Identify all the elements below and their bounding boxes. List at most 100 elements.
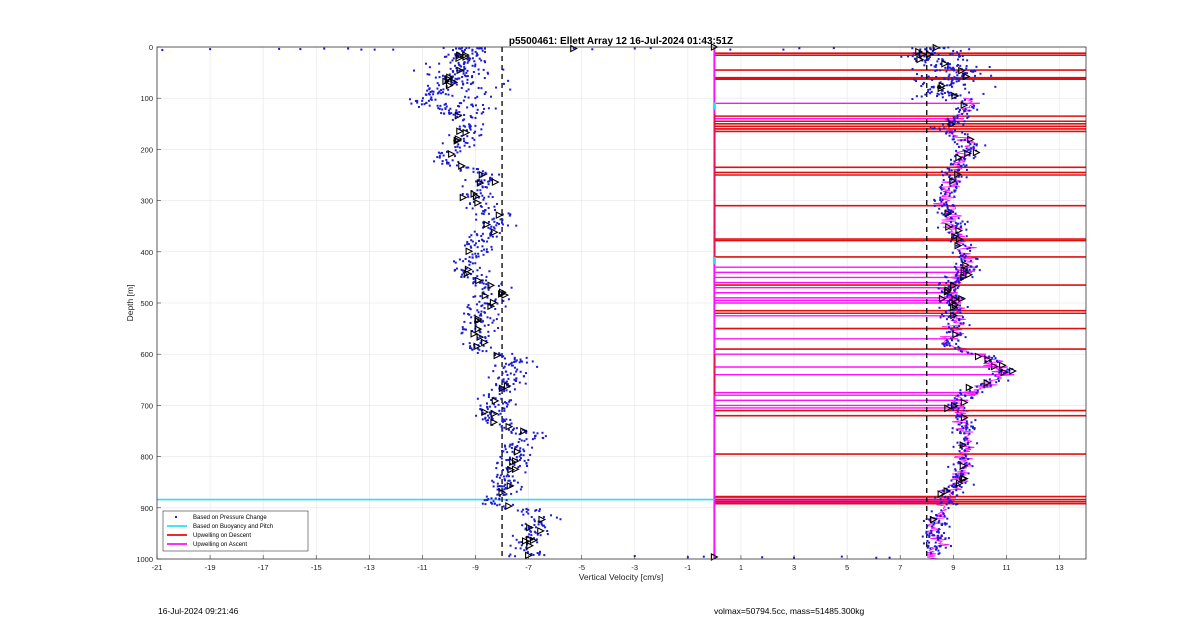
- ascent-point: [947, 330, 950, 333]
- ascent-marker: [916, 55, 925, 64]
- descent-point: [520, 439, 523, 442]
- ascent-point: [956, 64, 959, 67]
- ascent-point: [947, 122, 950, 125]
- x-tick-label: -13: [364, 563, 375, 572]
- descent-marker: [495, 211, 504, 220]
- descent-point: [486, 240, 489, 243]
- descent-marker: [446, 73, 454, 82]
- ascent-point: [950, 68, 953, 71]
- ascent-point: [955, 273, 958, 276]
- descent-point: [475, 218, 478, 221]
- ascent-point: [966, 437, 969, 440]
- descent-point: [474, 284, 477, 287]
- ascent-marker: [983, 379, 992, 387]
- ascent-marker: [951, 301, 960, 309]
- descent-point: [458, 69, 461, 72]
- descent-marker: [458, 162, 466, 170]
- descent-point: [471, 116, 474, 119]
- ascent-point: [942, 343, 945, 346]
- surface-outlier-point: [572, 47, 575, 50]
- descent-point: [505, 459, 508, 462]
- descent-point: [469, 115, 472, 118]
- ascent-point: [975, 385, 978, 388]
- ascent-point: [936, 95, 939, 98]
- descent-point: [484, 209, 487, 212]
- descent-point: [482, 210, 485, 213]
- ascent-point: [937, 58, 940, 61]
- y-tick-label: 300: [140, 197, 153, 206]
- descent-point: [434, 76, 437, 79]
- descent-point: [438, 76, 441, 79]
- descent-point: [527, 525, 530, 528]
- descent-marker: [490, 418, 499, 427]
- ascent-point: [954, 221, 957, 224]
- descent-point: [509, 213, 512, 216]
- descent-point: [443, 103, 446, 106]
- ascent-point: [940, 188, 943, 191]
- descent-point: [478, 314, 481, 317]
- descent-point: [468, 342, 471, 345]
- ascent-point: [915, 59, 918, 62]
- ascent-point: [952, 408, 955, 411]
- descent-point: [508, 479, 511, 482]
- descent-point: [463, 118, 466, 121]
- descent-point: [469, 308, 472, 311]
- descent-point: [479, 47, 482, 50]
- descent-point: [504, 448, 507, 451]
- descent-point: [469, 245, 472, 248]
- descent-point: [463, 328, 466, 331]
- descent-point: [468, 126, 471, 129]
- descent-point: [504, 487, 507, 490]
- ascent-point: [952, 135, 955, 138]
- y-tick-label: 200: [140, 145, 153, 154]
- descent-point: [538, 553, 541, 556]
- descent-point: [491, 218, 494, 221]
- descent-point: [480, 128, 483, 131]
- descent-point: [536, 432, 539, 435]
- descent-point: [451, 75, 454, 78]
- descent-point: [505, 493, 508, 496]
- descent-point: [474, 124, 477, 127]
- descent-point: [521, 524, 524, 527]
- descent-point: [462, 260, 465, 263]
- descent-point: [470, 347, 473, 350]
- ascent-point: [945, 318, 948, 321]
- ascent-point: [930, 532, 933, 535]
- ascent-point: [964, 481, 967, 484]
- descent-point: [456, 145, 459, 148]
- descent-point: [479, 182, 482, 185]
- ascent-point: [960, 165, 963, 168]
- descent-point: [464, 257, 467, 260]
- ascent-point: [942, 127, 945, 130]
- descent-point: [541, 436, 544, 439]
- ascent-marker: [950, 303, 958, 312]
- ascent-point: [956, 183, 959, 186]
- ascent-point: [953, 397, 956, 400]
- ascent-point: [946, 67, 949, 70]
- descent-point: [481, 49, 484, 52]
- descent-point: [469, 321, 472, 324]
- ascent-point: [940, 92, 943, 95]
- descent-point: [473, 131, 476, 134]
- descent-point: [511, 475, 514, 478]
- ascent-marker: [944, 286, 953, 295]
- descent-point: [430, 98, 433, 101]
- ascent-point: [957, 460, 960, 463]
- descent-point: [555, 516, 558, 519]
- descent-point: [485, 350, 488, 353]
- ascent-point: [945, 311, 948, 314]
- ascent-point: [956, 143, 959, 146]
- descent-point: [510, 422, 513, 425]
- ascent-point: [958, 244, 961, 247]
- ascent-marker: [964, 149, 973, 158]
- descent-point: [466, 58, 469, 61]
- ascent-point: [971, 105, 974, 108]
- descent-point: [474, 277, 477, 280]
- descent-point: [468, 58, 471, 61]
- descent-point: [453, 260, 456, 263]
- descent-marker: [462, 53, 471, 61]
- y-tick-label: 700: [140, 401, 153, 410]
- ascent-point: [962, 409, 965, 412]
- descent-point: [444, 102, 447, 105]
- descent-point: [480, 234, 483, 237]
